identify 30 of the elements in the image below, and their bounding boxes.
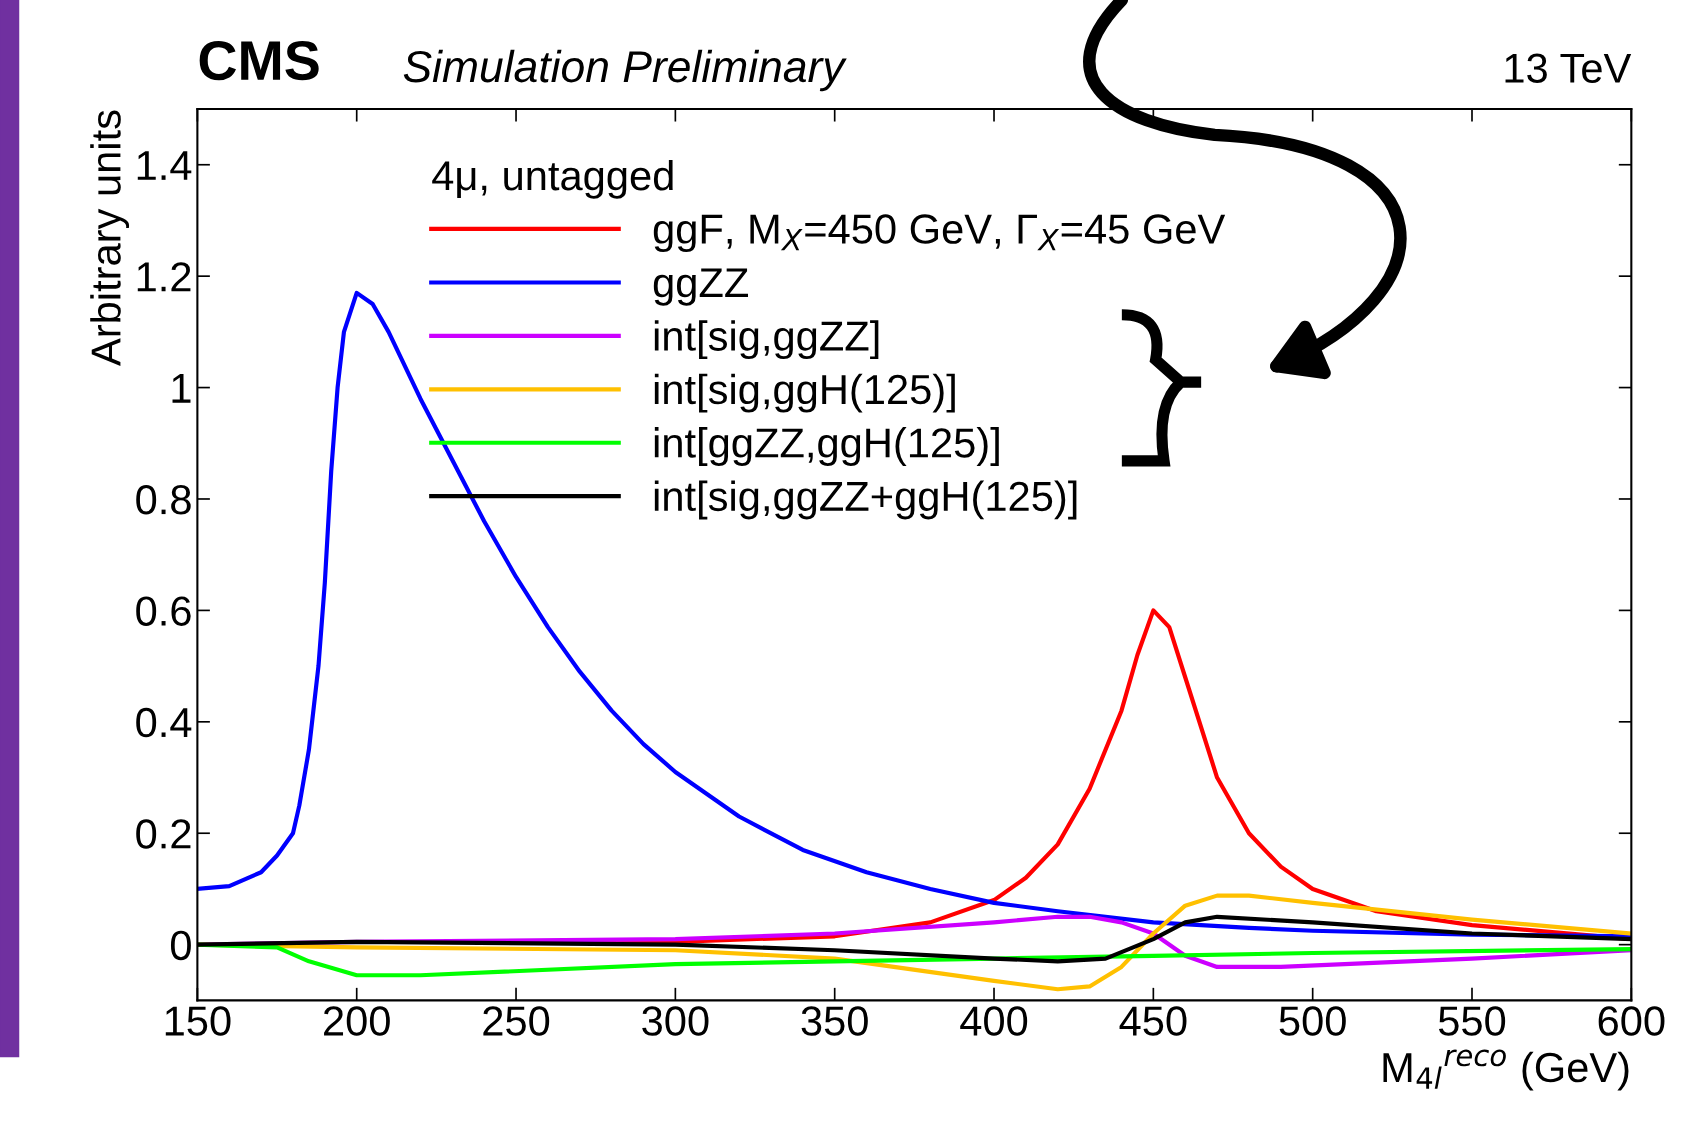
text: 13 TeV xyxy=(1505,53,1632,83)
legend-label: ggF, M$_{X}$=450 GeV, Γ$_{X}$=45 GeV xyxy=(653,214,1226,253)
y-tick-label: 0.8 xyxy=(136,484,191,515)
legend-title: 4μ, untagged xyxy=(432,159,673,199)
x-tick-label: 450 xyxy=(1119,1006,1187,1036)
y-tick-label: 1.2 xyxy=(137,262,191,292)
y-tick-label: 1 xyxy=(172,374,191,403)
x-tick-label: 400 xyxy=(960,1006,1028,1036)
legend-label: int[ggZZ,ggH(125)] xyxy=(654,427,999,466)
x-tick-label: 600 xyxy=(1598,1006,1665,1036)
x-tick-label: 300 xyxy=(642,1006,709,1036)
legend-label: ggZZ xyxy=(653,268,749,306)
x-tick-label: 150 xyxy=(165,1006,231,1036)
x-tick-label: 250 xyxy=(483,1006,550,1036)
legend-label: int[sig,ggZZ+ggH(125)] xyxy=(654,480,1077,520)
y-tick-label: 1.4 xyxy=(137,151,192,180)
y-axis-title: Arbitrary units xyxy=(90,110,130,366)
x-axis-title: M$_{4l}$$^{reco}$ (GeV) xyxy=(1383,1049,1629,1091)
legend-label: int[sig,ggZZ] xyxy=(654,320,879,360)
y-tick-label: 0.6 xyxy=(136,596,191,626)
x-tick-label: 500 xyxy=(1279,1006,1346,1036)
chart-title: CMS xyxy=(199,40,319,81)
x-tick-label: 200 xyxy=(324,1006,390,1036)
y-tick-label: 0 xyxy=(170,930,191,961)
x-tick-label: 350 xyxy=(801,1006,868,1036)
legend-label: int[sig,ggH(125)] xyxy=(654,373,955,413)
y-tick-label: 0.2 xyxy=(136,819,191,849)
x-tick-label: 550 xyxy=(1438,1006,1506,1036)
y-tick-label: 0.4 xyxy=(136,707,192,738)
chart-subtitle: Simulation Preliminary xyxy=(403,49,847,92)
